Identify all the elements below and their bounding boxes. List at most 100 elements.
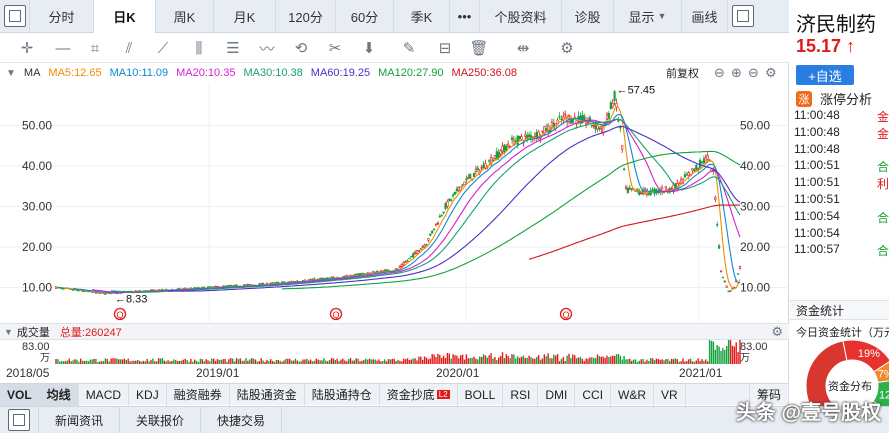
- volume-bar: [110, 358, 112, 364]
- indicator-5[interactable]: 陆股通资金: [230, 383, 305, 406]
- volume-bar: [697, 358, 699, 364]
- text-tool-icon[interactable]: ☰: [226, 40, 240, 57]
- channel-tool-icon[interactable]: ⟋: [157, 39, 169, 57]
- candle-body: [664, 186, 667, 189]
- candle-body: [444, 203, 447, 209]
- bottom-tab-1[interactable]: 关联报价: [120, 406, 202, 433]
- gear-icon[interactable]: ⚙: [771, 323, 783, 339]
- crosshair-icon[interactable]: ✛: [20, 40, 34, 57]
- volume-bar: [653, 360, 656, 364]
- q-event-icon: [559, 307, 573, 321]
- tab-period-3[interactable]: 月K: [214, 0, 276, 33]
- volume-bar: [260, 358, 262, 364]
- indicator-13[interactable]: VR: [654, 383, 686, 406]
- volume-bar: [619, 355, 621, 364]
- tab-draw-line[interactable]: 画线: [682, 0, 728, 33]
- gear-icon[interactable]: ⚙: [560, 40, 574, 57]
- trash-icon[interactable]: 🗑: [469, 40, 489, 57]
- candle-body: [611, 102, 614, 108]
- volume-bar: [556, 354, 559, 364]
- tab-period-5[interactable]: 60分: [336, 0, 394, 33]
- indicator-7[interactable]: 资金抄底 L2: [380, 383, 458, 406]
- indicator-8[interactable]: BOLL: [458, 383, 504, 406]
- indicator-2[interactable]: MACD: [79, 383, 130, 406]
- zoom-in-icon[interactable]: ⊕: [731, 65, 742, 80]
- volume-bar: [547, 353, 549, 364]
- candle-body: [72, 289, 75, 291]
- volume-bar: [351, 360, 354, 364]
- indicator-4[interactable]: 融资融券: [167, 383, 230, 406]
- period-tabs: 分时 日K 周K 月K 120分 60分 季K: [30, 0, 450, 33]
- tick-time: 11:00:54: [794, 225, 840, 240]
- tab-fullscreen[interactable]: [728, 0, 758, 33]
- limit-up-analysis[interactable]: 涨 涨停分析: [796, 89, 872, 108]
- tab-period-1[interactable]: 日K: [94, 0, 156, 33]
- split-icon[interactable]: ⇹: [516, 40, 530, 57]
- volume-bar: [357, 358, 359, 364]
- volume-bar: [509, 358, 511, 364]
- price-axis-left-label: 20.00: [22, 240, 52, 254]
- candle-body: [423, 244, 426, 247]
- tab-display[interactable]: 显示 ▼: [614, 0, 682, 33]
- rect-tool-icon[interactable]: ⌗: [90, 39, 100, 57]
- volume-bar: [83, 360, 86, 364]
- bottom-tab-2[interactable]: 快捷交易: [201, 406, 283, 433]
- indicator-3[interactable]: KDJ: [129, 383, 167, 406]
- tab-more[interactable]: •••: [450, 0, 480, 33]
- volume-bar: [317, 359, 319, 364]
- candle-body: [461, 184, 464, 186]
- chevron-down-icon[interactable]: ▼: [4, 326, 13, 337]
- bars-tool-icon[interactable]: ⫼: [195, 39, 203, 57]
- fan-tool-icon[interactable]: ⫽: [125, 39, 133, 57]
- tab-window-toggle[interactable]: [0, 0, 30, 33]
- ma-legend-item: MA5:12.65: [48, 67, 102, 79]
- indicator-1[interactable]: 均线: [39, 383, 79, 406]
- volume-bar: [325, 360, 327, 364]
- tab-period-0[interactable]: 分时: [30, 0, 94, 33]
- chevron-down-icon[interactable]: ▼: [6, 67, 16, 79]
- arrow-down-icon[interactable]: ⬇: [362, 40, 376, 57]
- volume-bar: [496, 360, 498, 364]
- indicator-10[interactable]: DMI: [538, 383, 576, 406]
- line-tool-icon[interactable]: —: [55, 39, 71, 57]
- indicator-9[interactable]: RSI: [503, 383, 539, 406]
- cycle-tool-icon[interactable]: ⟲: [294, 40, 308, 57]
- add-watchlist-button[interactable]: +自选: [796, 65, 854, 85]
- zoom-out-icon[interactable]: ⊖: [714, 65, 725, 80]
- wave-tool-icon[interactable]: 〰: [259, 40, 275, 58]
- volume-bar: [672, 359, 675, 364]
- adjust-mode[interactable]: 前复权: [666, 68, 699, 80]
- indicator-chips[interactable]: 筹码: [748, 383, 789, 406]
- tab-diagnose[interactable]: 诊股: [562, 0, 614, 33]
- tab-period-4[interactable]: 120分: [276, 0, 336, 33]
- volume-bar: [72, 360, 74, 364]
- lock-icon[interactable]: ⊟: [438, 40, 452, 57]
- gear-icon[interactable]: ⚙: [765, 65, 777, 80]
- indicator-6[interactable]: 陆股通持仓: [305, 383, 380, 406]
- volume-bar: [606, 355, 608, 364]
- gann-tool-icon[interactable]: ✂: [328, 40, 342, 57]
- indicator-0[interactable]: VOL: [0, 383, 40, 406]
- price-axis-right-label: 30.00: [740, 200, 770, 214]
- volume-bar: [488, 355, 490, 364]
- candle-body: [714, 197, 717, 200]
- eraser-icon[interactable]: ✎: [402, 40, 416, 57]
- indicator-11[interactable]: CCI: [575, 383, 612, 406]
- candle-body: [419, 248, 422, 250]
- tab-stock-profile[interactable]: 个股资料: [480, 0, 562, 33]
- tab-period-2[interactable]: 周K: [156, 0, 214, 33]
- volume-bar: [199, 358, 202, 364]
- tick-flag: 利: [876, 177, 889, 192]
- volume-bar: [587, 358, 589, 364]
- indicator-12[interactable]: W&R: [611, 383, 655, 406]
- kline-chart[interactable]: 50.00 50.00 40.00 40.00 30.00 30.00 20.00 20.00…: [0, 82, 789, 382]
- tab-period-6[interactable]: 季K: [394, 0, 450, 33]
- candle-body: [516, 135, 519, 145]
- donut-slice: [805, 340, 848, 406]
- window-toggle[interactable]: [0, 406, 39, 433]
- minimize-icon[interactable]: ⊖: [748, 65, 759, 80]
- candle-body: [429, 233, 432, 236]
- stock-price: 15.17 ↑: [796, 36, 855, 57]
- bottom-tab-0[interactable]: 新闻资讯: [39, 406, 121, 433]
